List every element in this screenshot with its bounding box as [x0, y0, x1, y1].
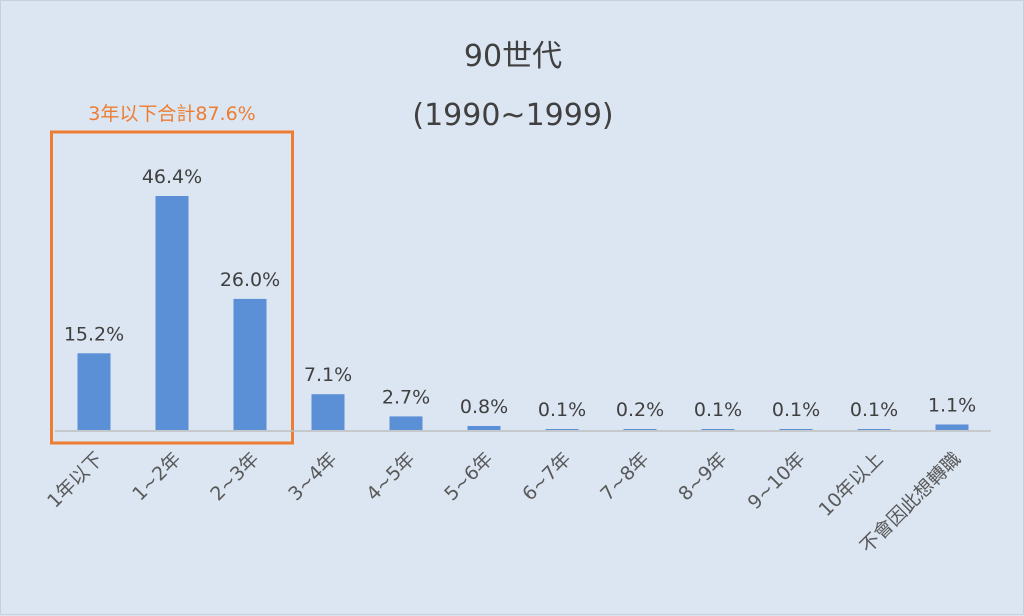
bar-9	[701, 429, 735, 430]
x-tick-label-7: 6~7年	[518, 448, 575, 505]
x-tick-label-3: 2~3年	[206, 448, 263, 505]
data-label-6: 0.8%	[460, 396, 508, 418]
x-tick-label-1: 1年以下	[43, 448, 107, 512]
bar-2	[155, 196, 189, 430]
bar-7	[545, 429, 579, 430]
bar-1	[77, 353, 111, 430]
bar-12	[935, 424, 969, 430]
bar-6	[467, 426, 501, 430]
x-tick-label-6: 5~6年	[440, 448, 497, 505]
data-label-5: 2.7%	[382, 386, 430, 408]
x-tick-label-11: 10年以上	[815, 448, 888, 521]
data-label-10: 0.1%	[772, 399, 820, 421]
x-tick-label-5: 4~5年	[362, 448, 419, 505]
data-label-1: 15.2%	[64, 323, 124, 345]
bar-5	[389, 416, 423, 430]
annotation-text: 3年以下合計87.6%	[88, 103, 255, 125]
x-tick-labels: 1年以下 1~2年 2~3年 3~4年 4~5年 5~6年 6~7年 7~8年 8~9年 9~10…	[43, 448, 965, 558]
bar-3	[233, 298, 267, 430]
x-tick-label-9: 8~9年	[674, 448, 731, 505]
data-label-2: 46.4%	[142, 166, 202, 188]
bar-4	[311, 394, 345, 430]
data-label-11: 0.1%	[850, 399, 898, 421]
data-label-9: 0.1%	[694, 399, 742, 421]
data-label-8: 0.2%	[616, 399, 664, 421]
x-tick-label-8: 7~8年	[596, 448, 653, 505]
chart-title: 90世代	[464, 39, 562, 74]
bar-11	[857, 429, 891, 430]
data-label-4: 7.1%	[304, 364, 352, 386]
x-tick-label-10: 9~10年	[744, 448, 810, 514]
x-tick-label-4: 3~4年	[284, 448, 341, 505]
chart-subtitle: (1990~1999)	[412, 98, 613, 133]
x-tick-label-2: 1~2年	[128, 448, 185, 505]
data-label-12: 1.1%	[928, 395, 976, 417]
annotation-box	[50, 130, 294, 445]
bar-8	[623, 429, 657, 430]
bar-series: 15.2% 46.4% 26.0% 7.1% 2.7% 0.8% 0.1% 0.2% 0.1% 0…	[64, 166, 976, 430]
bar-10	[779, 429, 813, 430]
data-label-7: 0.1%	[538, 399, 586, 421]
data-label-3: 26.0%	[220, 269, 280, 291]
